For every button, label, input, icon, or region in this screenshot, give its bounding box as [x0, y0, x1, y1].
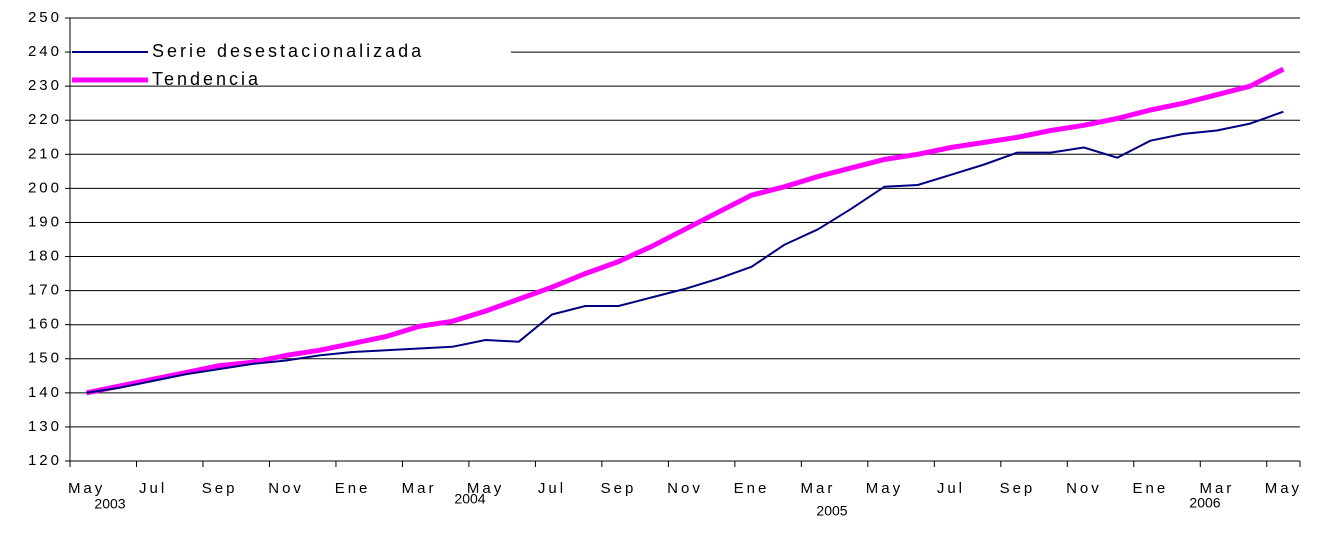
- year-label: 2004: [454, 491, 485, 507]
- series-line: [86, 110, 1284, 394]
- year-label: 2006: [1189, 495, 1220, 511]
- x-tick-label: Sep: [202, 480, 238, 497]
- y-tick-label: 230: [28, 77, 62, 94]
- x-tick-label: Mar: [801, 480, 836, 497]
- legend-label: Tendencia: [152, 69, 261, 89]
- y-tick-label: 250: [28, 9, 62, 26]
- x-tick-label: Jul: [139, 480, 167, 497]
- x-tick-label: May: [1265, 480, 1302, 497]
- x-tick-label: Sep: [601, 480, 637, 497]
- legend-label: Serie desestacionalizada: [152, 41, 424, 61]
- x-tick-label: May: [467, 480, 504, 497]
- x-tick-label: Nov: [667, 480, 703, 497]
- y-tick-label: 240: [28, 43, 62, 60]
- x-tick-label: May: [68, 480, 105, 497]
- y-tick-label: 210: [28, 145, 62, 162]
- y-tick-label: 200: [28, 179, 62, 196]
- x-tick-label: Ene: [734, 480, 770, 497]
- y-tick-label: 180: [28, 248, 62, 265]
- x-tick-label: Ene: [335, 480, 371, 497]
- x-tick-label: May: [866, 480, 903, 497]
- x-tick-label: Ene: [1133, 480, 1169, 497]
- x-tick-label: Jul: [937, 480, 965, 497]
- year-label: 2003: [94, 496, 125, 512]
- x-tick-label: Nov: [1066, 480, 1102, 497]
- y-tick-label: 190: [28, 213, 62, 230]
- x-tick-label: Sep: [1000, 480, 1036, 497]
- y-tick-label: 220: [28, 111, 62, 128]
- y-tick-label: 170: [28, 282, 62, 299]
- year-label: 2005: [816, 503, 847, 519]
- x-tick-label: Jul: [538, 480, 566, 497]
- y-tick-label: 150: [28, 350, 62, 367]
- y-tick-label: 130: [28, 418, 62, 435]
- y-tick-label: 160: [28, 316, 62, 333]
- legend-box: [71, 33, 511, 85]
- y-tick-label: 120: [28, 452, 62, 469]
- x-tick-label: Mar: [1199, 480, 1234, 497]
- y-tick-label: 140: [28, 384, 62, 401]
- series-line: [86, 66, 1285, 396]
- x-tick-label: Mar: [402, 480, 437, 497]
- x-tick-label: Nov: [268, 480, 304, 497]
